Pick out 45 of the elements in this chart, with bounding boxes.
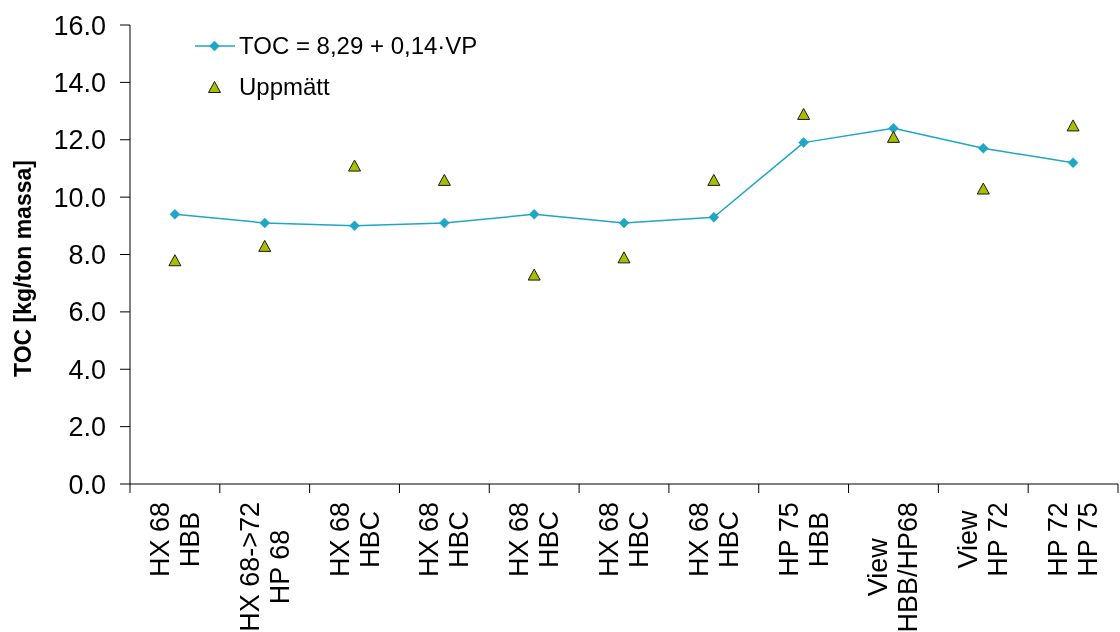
x-tick-label: View HP 72: [953, 502, 1014, 577]
point: [169, 209, 181, 220]
y-axis-title: TOC [kg/ton massa]: [10, 160, 36, 377]
point: [978, 143, 989, 154]
x-tick-label: HX 68 HBC: [414, 502, 475, 578]
legend-label: TOC = 8,29 + 0,14·VP: [239, 32, 478, 60]
y-tick-label: 0.0: [68, 469, 106, 500]
y-tick-label: 12.0: [53, 125, 106, 156]
point: [886, 130, 900, 143]
x-tick-label: HP 75 HBB: [773, 502, 834, 577]
point: [1067, 157, 1079, 168]
y-tick-label: 10.0: [53, 182, 106, 213]
x-tick-label: HX 68 HBC: [324, 502, 385, 578]
point: [1066, 119, 1080, 132]
point: [707, 173, 721, 186]
x-tick-label: HX 68 HBB: [144, 502, 205, 578]
y-tick-label: 16.0: [53, 10, 106, 41]
point: [528, 209, 540, 220]
point: [439, 217, 450, 229]
x-tick-label: HX 68 HBC: [504, 502, 565, 578]
point: [976, 182, 990, 195]
point: [617, 251, 631, 264]
point: [798, 137, 809, 148]
point: [349, 220, 360, 232]
x-tick-label: HX 68 HBC: [594, 502, 654, 578]
point: [437, 173, 451, 186]
point: [258, 239, 272, 252]
y-tick-label: 14.0: [53, 67, 106, 98]
point: [348, 159, 362, 172]
y-tick-label: 6.0: [68, 297, 106, 328]
x-tick-label: HX 68->72 HP 68: [234, 501, 295, 632]
point: [259, 217, 270, 229]
point: [527, 268, 541, 281]
point: [168, 254, 182, 267]
legend-label: Uppmätt: [239, 73, 330, 101]
x-tick-label: HX 68 HBC: [683, 502, 744, 578]
x-tick-label: HP 72 HP 75: [1043, 502, 1104, 577]
y-tick-label: 8.0: [68, 240, 106, 271]
point: [888, 123, 899, 134]
point: [618, 217, 630, 229]
point: [797, 107, 811, 120]
y-tick-label: 2.0: [68, 412, 106, 443]
x-tick-label: View HBB/HP68: [863, 502, 924, 632]
y-tick-label: 4.0: [68, 354, 106, 385]
point: [708, 211, 720, 223]
